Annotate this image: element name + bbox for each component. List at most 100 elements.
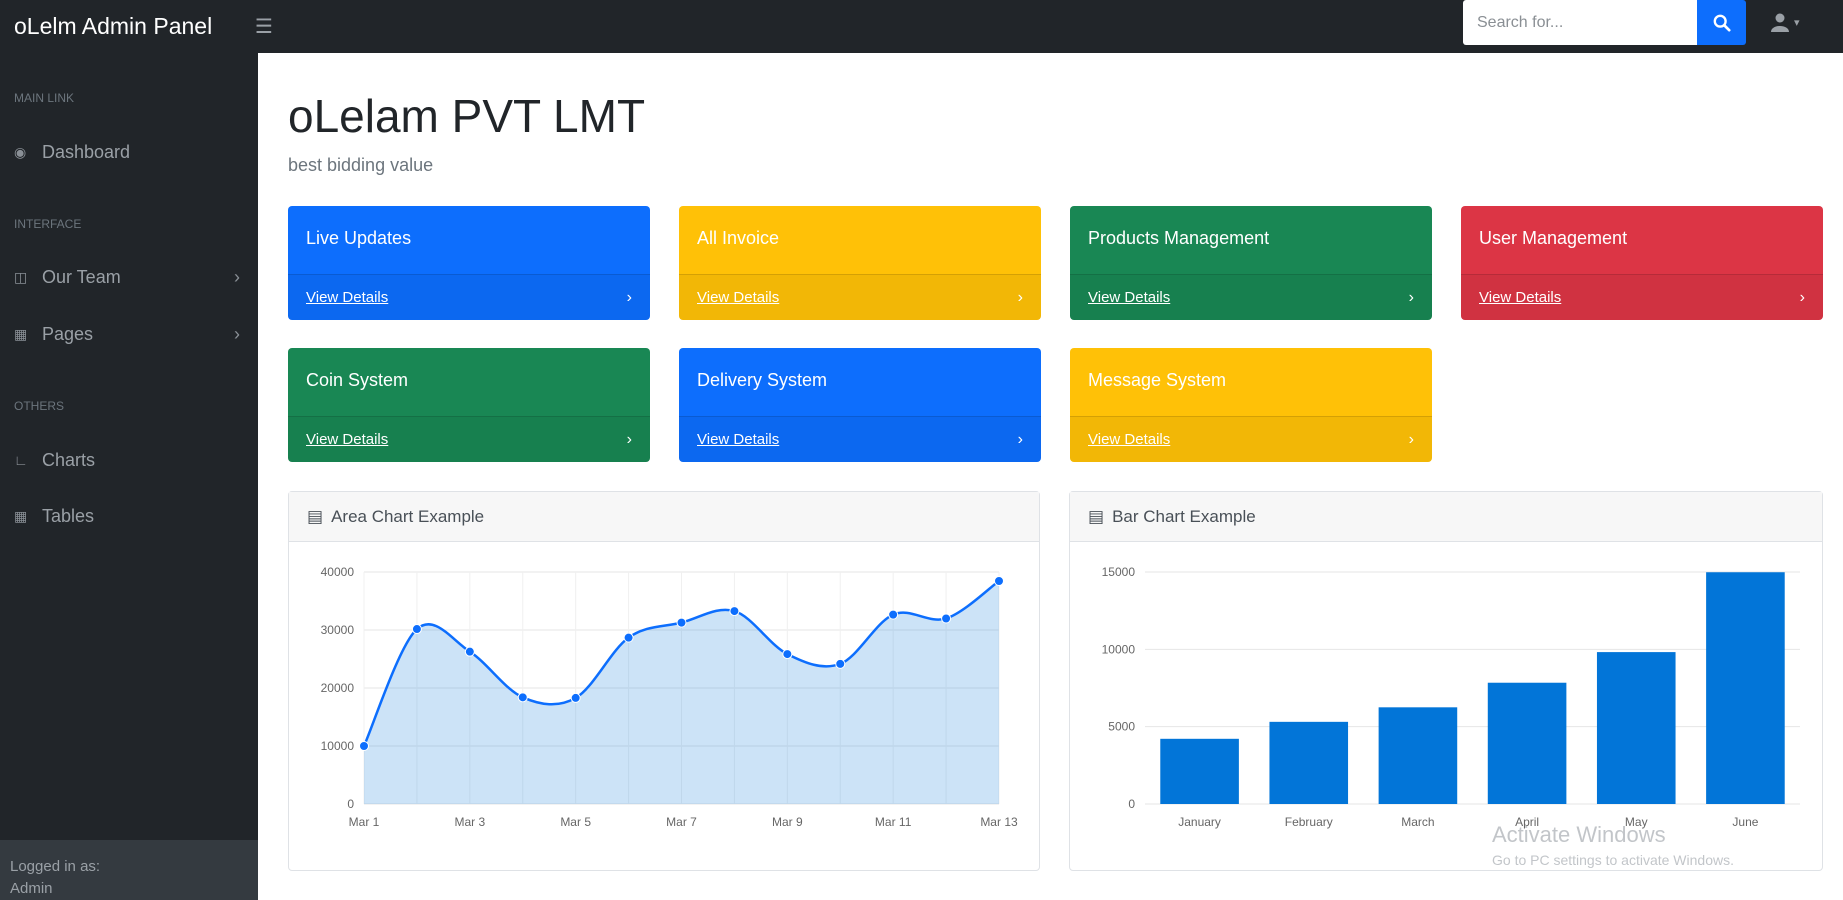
search-input[interactable] bbox=[1463, 0, 1697, 45]
sidebar-item-pages[interactable]: ▦ Pages › bbox=[0, 314, 258, 354]
chevron-right-icon: › bbox=[234, 266, 240, 287]
bar bbox=[1706, 572, 1785, 804]
sidebar: MAIN LINK ◉ Dashboard INTERFACE ◫ Our Te… bbox=[0, 53, 258, 900]
y-tick-label: 5000 bbox=[1108, 720, 1135, 734]
data-point bbox=[570, 692, 581, 703]
sidebar-item-label: Charts bbox=[42, 449, 96, 470]
card-title: Delivery System bbox=[697, 370, 828, 390]
y-tick-label: 10000 bbox=[1102, 642, 1136, 656]
sidebar-heading-others: OTHERS bbox=[14, 399, 65, 413]
sidebar-heading-interface: INTERFACE bbox=[14, 217, 82, 231]
data-point bbox=[517, 692, 528, 703]
page-title: oLelam PVT LMT bbox=[288, 90, 646, 142]
data-point bbox=[888, 609, 899, 620]
area-chart-card: ▤ Area Chart Example 0 10000 20000 30000 400… bbox=[288, 491, 1040, 871]
x-tick-label: Mar 11 bbox=[875, 815, 912, 829]
card-message-system: Message System View Details › bbox=[1070, 348, 1432, 462]
data-point bbox=[676, 617, 687, 628]
x-tick-label: June bbox=[1732, 815, 1758, 829]
y-tick-label: 0 bbox=[347, 797, 354, 811]
data-point bbox=[729, 606, 740, 617]
chart-header: ▤ Area Chart Example bbox=[289, 492, 1039, 542]
data-point bbox=[411, 624, 422, 635]
view-details-link[interactable]: View Details bbox=[697, 289, 780, 306]
sidebar-item-charts[interactable]: ∟ Charts bbox=[0, 440, 258, 480]
x-tick-label: Mar 7 bbox=[666, 815, 697, 829]
sidebar-item-label: Pages bbox=[42, 323, 94, 344]
data-point bbox=[941, 613, 952, 624]
view-details-link[interactable]: View Details bbox=[1088, 289, 1171, 306]
card-title: All Invoice bbox=[697, 228, 780, 248]
sidebar-item-tables[interactable]: ▦ Tables bbox=[0, 496, 258, 536]
data-point bbox=[782, 649, 793, 660]
chevron-right-icon[interactable]: › bbox=[1017, 430, 1023, 448]
x-tick-label: Mar 13 bbox=[980, 815, 1018, 829]
bar bbox=[1378, 707, 1458, 804]
y-tick-label: 10000 bbox=[321, 739, 355, 753]
brand-title[interactable]: oLelm Admin Panel bbox=[14, 13, 213, 39]
search-button[interactable] bbox=[1697, 0, 1746, 45]
sidebar-heading-main: MAIN LINK bbox=[14, 91, 75, 105]
y-tick-label: 15000 bbox=[1102, 565, 1136, 579]
card-user-management: User Management View Details › bbox=[1461, 206, 1823, 320]
caret-down-icon: ▾ bbox=[1794, 16, 1800, 29]
card-coin-system: Coin System View Details › bbox=[288, 348, 650, 462]
card-footer: View Details › bbox=[679, 274, 1041, 320]
chevron-right-icon[interactable]: › bbox=[1799, 288, 1805, 306]
card-products-management: Products Management View Details › bbox=[1070, 206, 1432, 320]
bar-chart-icon: ▤ bbox=[1088, 506, 1105, 526]
bar bbox=[1160, 738, 1239, 804]
view-details-link[interactable]: View Details bbox=[306, 431, 389, 448]
watermark-subtitle: Go to PC settings to activate Windows. bbox=[1492, 852, 1734, 868]
chart-header: ▤ Bar Chart Example bbox=[1070, 492, 1822, 542]
data-point bbox=[464, 646, 475, 657]
y-tick-label: 40000 bbox=[321, 565, 355, 579]
user-dropdown[interactable]: ▾ bbox=[1770, 12, 1800, 32]
card-footer: View Details › bbox=[288, 274, 650, 320]
sidebar-item-dashboard[interactable]: ◉ Dashboard bbox=[0, 132, 258, 172]
x-tick-label: Mar 3 bbox=[454, 815, 485, 829]
y-tick-label: 30000 bbox=[321, 623, 355, 637]
x-tick-label: April bbox=[1515, 815, 1539, 829]
x-tick-label: May bbox=[1625, 815, 1648, 829]
card-delivery-system: Delivery System View Details › bbox=[679, 348, 1041, 462]
sidebar-footer: Logged in as: Admin bbox=[0, 840, 258, 900]
chevron-right-icon[interactable]: › bbox=[626, 430, 632, 448]
data-point bbox=[835, 658, 846, 669]
chart-icon: ∟ bbox=[14, 452, 28, 468]
card-footer: View Details › bbox=[1461, 274, 1823, 320]
dashboard-icon: ◉ bbox=[14, 143, 27, 160]
card-footer: View Details › bbox=[679, 416, 1041, 462]
view-details-link[interactable]: View Details bbox=[697, 431, 780, 448]
columns-icon: ◫ bbox=[14, 268, 28, 285]
y-tick-label: 0 bbox=[1128, 797, 1135, 811]
sidebar-item-our-team[interactable]: ◫ Our Team › bbox=[0, 257, 258, 297]
bar-chart-card: ▤ Bar Chart Example 0 5000 10000 15000 Janua… bbox=[1069, 491, 1823, 871]
view-details-link[interactable]: View Details bbox=[1479, 289, 1562, 306]
bar bbox=[1596, 652, 1676, 804]
card-title: Live Updates bbox=[306, 228, 412, 248]
bar bbox=[1269, 721, 1349, 804]
watermark-title: Activate Windows bbox=[1492, 822, 1666, 847]
chevron-right-icon[interactable]: › bbox=[1017, 288, 1023, 306]
hamburger-icon[interactable]: ☰ bbox=[255, 16, 273, 38]
data-point bbox=[623, 632, 634, 643]
search-icon bbox=[1713, 14, 1731, 32]
user-icon bbox=[1771, 13, 1789, 32]
page-subtitle: best bidding value bbox=[288, 155, 434, 175]
card-live-updates: Live Updates View Details › bbox=[288, 206, 650, 320]
top-navbar: oLelm Admin Panel ☰ ▾ bbox=[0, 0, 1843, 53]
chart-title: Bar Chart Example bbox=[1112, 506, 1256, 526]
view-details-link[interactable]: View Details bbox=[306, 289, 389, 306]
chevron-right-icon[interactable]: › bbox=[626, 288, 632, 306]
chevron-right-icon[interactable]: › bbox=[1408, 430, 1414, 448]
card-title: Coin System bbox=[306, 370, 409, 390]
x-tick-label: Mar 1 bbox=[349, 815, 380, 829]
sidebar-item-label: Tables bbox=[42, 505, 95, 526]
card-all-invoice: All Invoice View Details › bbox=[679, 206, 1041, 320]
sidebar-item-label: Our Team bbox=[42, 266, 121, 287]
chevron-right-icon[interactable]: › bbox=[1408, 288, 1414, 306]
area-chart-icon: ▤ bbox=[307, 506, 324, 526]
view-details-link[interactable]: View Details bbox=[1088, 431, 1171, 448]
book-icon: ▦ bbox=[14, 325, 28, 342]
